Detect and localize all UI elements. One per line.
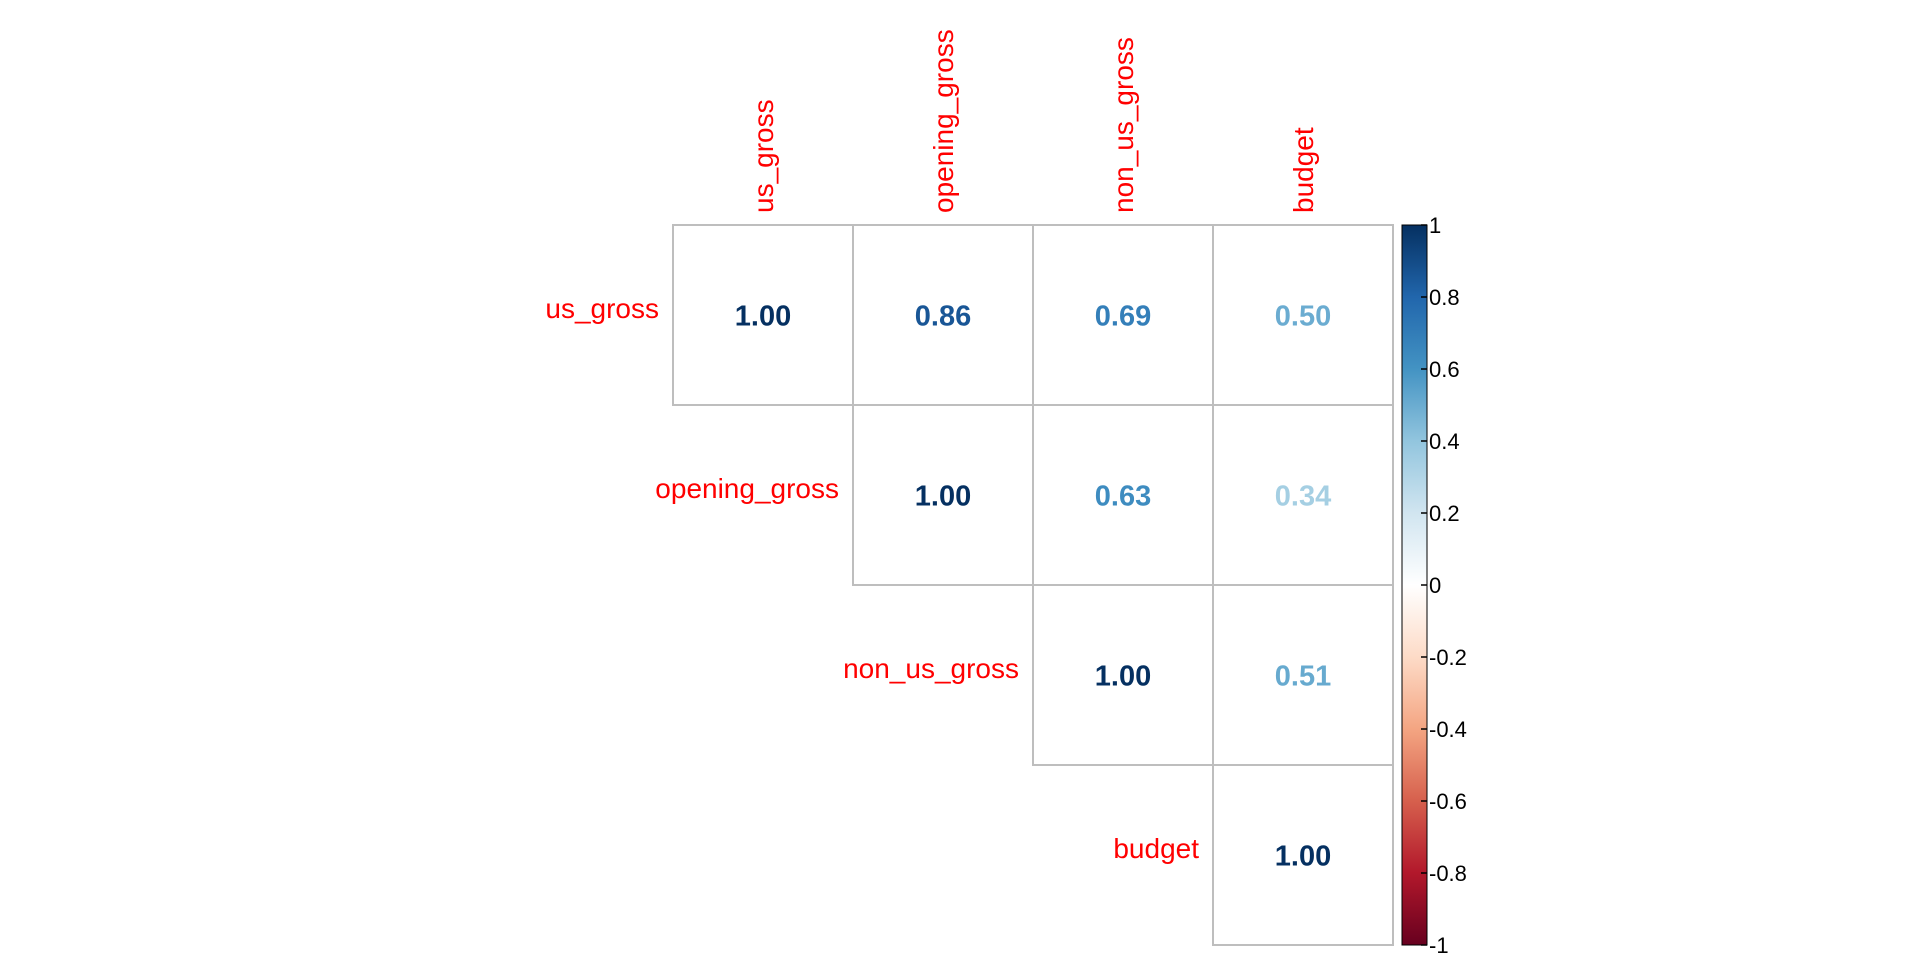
- colorbar-tick-label: -0.8: [1429, 861, 1467, 886]
- cell-value-opening_gross-budget: 0.34: [1275, 480, 1331, 512]
- color-legend: 1 0.8 0.6 0.4 0.2 0 -0.2 -0.4 -0.6 -0.8 -1: [1401, 213, 1467, 958]
- cell-value-us_gross-budget: 0.50: [1275, 300, 1331, 332]
- colorbar-tick-label: 0.8: [1429, 285, 1460, 310]
- colorbar-tick-label: 0.4: [1429, 429, 1460, 454]
- matrix-cell-budget-budget: [1212, 764, 1394, 946]
- cell-value-us_gross-us_gross: 1.00: [735, 300, 791, 332]
- colorbar-tick-label: -0.4: [1429, 717, 1467, 742]
- cell-value-non_us_gross-non_us_gross: 1.00: [1095, 660, 1151, 692]
- colorbar-tick-label: 1: [1429, 213, 1441, 238]
- column-label-budget: budget: [1288, 127, 1319, 213]
- colorbar-tick-label: 0: [1429, 573, 1441, 598]
- column-label-opening_gross: opening_gross: [928, 29, 959, 213]
- cell-value-opening_gross-non_us_gross: 0.63: [1095, 480, 1151, 512]
- cell-value-opening_gross-opening_gross: 1.00: [915, 480, 971, 512]
- matrix-grid: [672, 224, 1394, 946]
- cell-value-us_gross-non_us_gross: 0.69: [1095, 300, 1151, 332]
- cell-value-budget-budget: 1.00: [1275, 840, 1331, 872]
- row-label-opening_gross: opening_gross: [655, 473, 839, 504]
- row-label-us_gross: us_gross: [545, 293, 659, 324]
- colorbar-tick-label: -0.2: [1429, 645, 1467, 670]
- column-label-non_us_gross: non_us_gross: [1108, 37, 1139, 213]
- column-label-us_gross: us_gross: [748, 99, 779, 213]
- cell-values: 1.00 0.86 0.69 0.50 1.00 0.63 0.34 1.00 0.51 1.00: [735, 300, 1331, 872]
- row-label-non_us_gross: non_us_gross: [843, 653, 1019, 684]
- row-label-budget: budget: [1113, 833, 1199, 864]
- cell-value-us_gross-opening_gross: 0.86: [915, 300, 971, 332]
- cell-value-non_us_gross-budget: 0.51: [1275, 660, 1331, 692]
- colorbar-tick-label: -0.6: [1429, 789, 1467, 814]
- colorbar-tick-label: 0.6: [1429, 357, 1460, 382]
- colorbar-tick-label: 0.2: [1429, 501, 1460, 526]
- colorbar-tick-label: -1: [1429, 933, 1449, 958]
